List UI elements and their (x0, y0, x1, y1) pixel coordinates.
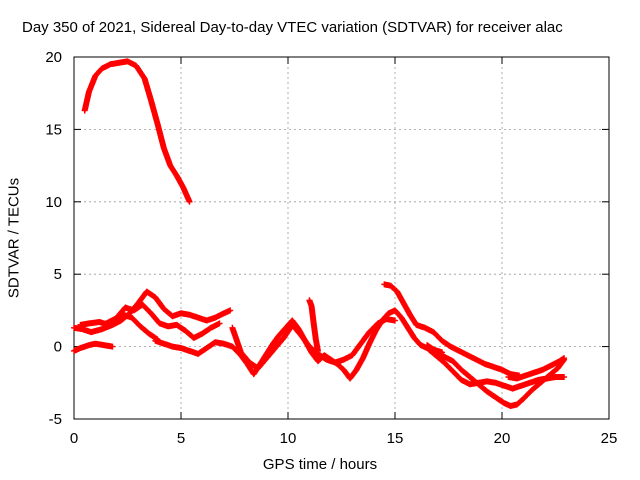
x-tick-label: 5 (177, 430, 185, 447)
y-tick-label: 5 (54, 266, 62, 283)
data-point-markers (103, 311, 161, 343)
series-late-arc (505, 355, 568, 382)
data-point-markers (71, 340, 116, 354)
data-point-markers (229, 316, 398, 372)
data-point-markers (505, 355, 568, 382)
series-midday-arc-B (229, 316, 398, 372)
y-tick-label: -5 (49, 411, 62, 428)
plot-frame (73, 56, 610, 420)
series-morning-arc-A (71, 288, 234, 336)
data-point-markers (306, 297, 321, 354)
chart-title: Day 350 of 2021, Sidereal Day-to-day VTE… (22, 19, 563, 36)
data-point-markers (381, 281, 523, 379)
x-tick-label: 15 (387, 430, 404, 447)
series-morning-arc-C (103, 311, 161, 343)
data-point-markers (424, 342, 568, 409)
data-point-markers (81, 58, 193, 205)
y-axis-label: SDTVAR / TECUs (5, 177, 23, 299)
series-afternoon-arc-A (381, 281, 523, 379)
data-series (71, 58, 568, 409)
data-point-markers (71, 288, 234, 336)
series-high-arc (81, 58, 193, 205)
series-spike-near-11 (306, 297, 321, 354)
x-tick-label: 20 (494, 430, 511, 447)
axis-ticks: 0 5 10 15 20 25 -5 0 5 10 15 20 (45, 49, 617, 447)
y-tick-label: 10 (45, 194, 62, 211)
x-tick-label: 25 (601, 430, 618, 447)
series-afternoon-arc-C (424, 342, 568, 409)
y-tick-label: 0 (54, 339, 62, 356)
x-tick-label: 0 (70, 430, 78, 447)
x-axis-label: GPS time / hours (262, 456, 378, 473)
series-early-low-arc (71, 340, 116, 354)
grid (74, 57, 609, 419)
y-tick-label: 15 (45, 121, 62, 138)
x-tick-label: 10 (280, 430, 297, 447)
y-tick-label: 20 (45, 49, 62, 66)
